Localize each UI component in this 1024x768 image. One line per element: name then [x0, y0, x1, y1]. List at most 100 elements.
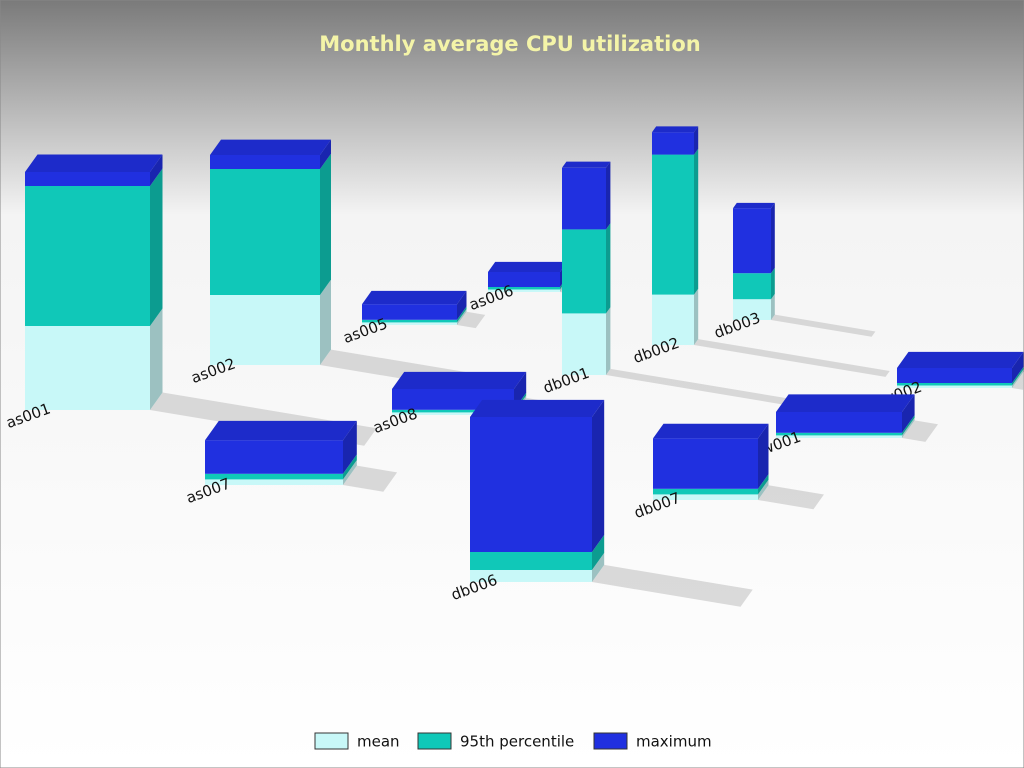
bar-side	[1012, 369, 1024, 388]
bar-front	[362, 322, 457, 325]
bar-side	[902, 415, 915, 436]
bar-front	[653, 438, 758, 489]
bar-side	[343, 420, 357, 474]
bar-top	[205, 420, 357, 441]
shadow	[343, 465, 398, 492]
bar-front	[205, 473, 343, 480]
bar-front	[210, 295, 320, 365]
bar-side	[771, 267, 775, 300]
legend-swatch	[593, 732, 628, 750]
bar-top	[362, 290, 467, 305]
bar-side	[758, 474, 769, 495]
bar-side	[694, 126, 699, 155]
bar-front	[776, 435, 902, 438]
bar-front	[488, 287, 560, 290]
shadow	[758, 485, 824, 510]
bar-segment	[562, 161, 611, 230]
shadow	[457, 311, 486, 329]
bar-segment	[205, 420, 357, 474]
bar-segment	[470, 534, 605, 570]
bar-side	[320, 279, 331, 365]
bar-side	[150, 154, 163, 186]
bar-front	[652, 132, 694, 155]
bar-segment	[362, 306, 467, 323]
bar-side	[320, 139, 331, 169]
bar-top	[470, 399, 605, 417]
bar-front	[488, 289, 560, 292]
bar-side	[457, 290, 467, 320]
bar-segment	[776, 415, 915, 436]
shadow	[771, 314, 876, 337]
bar-front	[776, 412, 902, 433]
legend-swatch	[417, 732, 452, 750]
bar-segment	[897, 366, 1024, 386]
bar-segment	[562, 223, 611, 314]
bar-front	[733, 208, 771, 274]
bar-segment	[25, 308, 163, 410]
bar-side	[606, 161, 611, 230]
bar-top	[653, 423, 769, 439]
bar-front	[392, 412, 514, 415]
bar-front	[210, 169, 320, 295]
bar-side	[771, 202, 775, 274]
bar-front	[392, 409, 514, 413]
legend-label: 95th percentile	[460, 733, 574, 751]
bar-side	[592, 552, 605, 582]
bar-front	[562, 167, 606, 230]
bar-front	[25, 172, 150, 186]
shadow	[1012, 371, 1024, 390]
bar-front	[470, 417, 592, 552]
bar-segment	[362, 290, 467, 320]
bar-top	[652, 126, 699, 133]
bar-segment	[653, 474, 769, 495]
bar-side	[343, 454, 357, 480]
bar-top	[733, 202, 775, 209]
bar-front	[25, 326, 150, 410]
bar-segment	[733, 293, 775, 320]
bar-side	[758, 423, 769, 489]
bar-segment	[488, 261, 568, 287]
bar-top	[25, 154, 163, 172]
bar-side	[1012, 366, 1024, 386]
bar-front	[562, 313, 606, 375]
bar-side	[457, 309, 467, 325]
bar-top	[488, 261, 568, 272]
bar-segment	[210, 153, 331, 295]
bar-side	[150, 168, 163, 326]
bar-side	[694, 148, 699, 295]
legend: mean 95th percentile maximum	[314, 732, 712, 751]
bar-side	[771, 293, 775, 320]
bar-side	[694, 288, 699, 345]
shadow	[592, 564, 753, 607]
bar-side	[150, 308, 163, 410]
bar-front	[897, 385, 1012, 388]
legend-label: mean	[357, 733, 400, 751]
bar-segment	[897, 351, 1024, 383]
bar-side	[457, 306, 467, 323]
bar-segment	[470, 552, 605, 582]
bar-segment	[562, 307, 611, 375]
bar-segment	[733, 267, 775, 300]
bar-top	[897, 351, 1024, 368]
bar-segment	[205, 454, 357, 480]
bar-front	[205, 479, 343, 485]
bar-segment	[652, 288, 699, 345]
bar-front	[470, 552, 592, 570]
legend-label: maximum	[636, 733, 712, 751]
bar-front	[652, 294, 694, 345]
bar-top	[562, 161, 611, 168]
bar-front	[470, 570, 592, 582]
bar-front	[897, 383, 1012, 386]
bar-side	[592, 399, 605, 552]
bar-segment	[652, 148, 699, 295]
bar-front	[733, 273, 771, 300]
bar-top	[776, 394, 915, 412]
bar-side	[606, 307, 611, 375]
bar-front	[776, 432, 902, 436]
bar-front	[652, 154, 694, 295]
bar-segment	[653, 423, 769, 489]
bar-segment	[653, 479, 769, 500]
shadow	[902, 420, 938, 442]
bar-top	[210, 139, 331, 155]
